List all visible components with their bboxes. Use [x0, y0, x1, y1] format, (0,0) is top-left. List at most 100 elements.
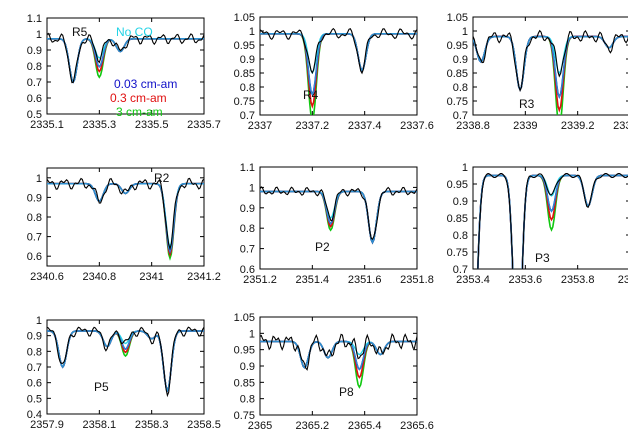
y-tick-label: 0.7	[27, 232, 42, 244]
series-0-3-cm-am-line	[473, 35, 628, 113]
x-tick-label: 2365.6	[400, 420, 434, 432]
y-tick-label: 0.9	[453, 54, 468, 66]
plot-frame	[259, 166, 418, 270]
y-tick-label: 0.8	[240, 394, 255, 406]
series-0-03-cm-am-line	[477, 174, 628, 269]
x-tick-label: 2339.4	[613, 120, 628, 132]
x-tick-label: 2341	[139, 271, 163, 283]
y-tick-label: 0.8	[27, 346, 42, 358]
observed-line	[473, 29, 628, 92]
y-tick-label: 0.9	[240, 203, 255, 215]
series-0-3-cm-am-line	[477, 174, 628, 269]
series-3-cm-am-line	[477, 174, 628, 269]
plot-area	[260, 333, 417, 389]
plot-frame	[46, 167, 205, 267]
series-3-cm-am-line	[473, 35, 628, 115]
model-line	[260, 33, 417, 97]
x-tick-label: 2358.1	[83, 419, 117, 431]
panel-label: R4	[303, 88, 319, 102]
y-tick-label: 0.9	[27, 45, 42, 57]
y-tick-label: 0.9	[27, 192, 42, 204]
y-tick-label: 0.9	[240, 54, 255, 66]
legend: No CO 0.03 cm-am0.3 cm-am3 cm-am	[110, 25, 177, 119]
x-tick-label: 2358.3	[135, 419, 169, 431]
legend-entry: 0.3 cm-am	[110, 91, 167, 105]
x-tick-label: 2354	[618, 274, 628, 286]
panel-r3: 2338.8 2339 2339.2 2339.4 0.7 0.75 0.8 0.85 0.9 0…	[447, 12, 628, 132]
y-tick-label: 1	[36, 315, 42, 327]
y-tick-label: 0.95	[234, 345, 255, 357]
panels-group: 2335.1 2335.3 2335.5 2335.7 0.5 0.6 0.7 0.8 0.9 1…	[27, 12, 628, 432]
y-tick-label: 0.8	[27, 61, 42, 73]
plot-area	[47, 326, 204, 398]
y-tick-label: 0.85	[447, 213, 468, 225]
y-tick-label: 0.85	[447, 68, 468, 80]
y-tick-label: 0.8	[240, 82, 255, 94]
y-tick-label: 0.8	[453, 230, 468, 242]
plot-frame	[259, 16, 418, 116]
y-tick-label: 0.75	[447, 96, 468, 108]
x-tick-label: 2339.2	[561, 120, 595, 132]
y-tick-label: 0.95	[447, 179, 468, 191]
panel-r5: 2335.1 2335.3 2335.5 2335.7 0.5 0.6 0.7 0.8 0.9 1…	[27, 13, 221, 131]
series-3-cm-am-line	[47, 182, 204, 261]
observed-line	[260, 333, 417, 371]
plot-area	[260, 186, 417, 245]
panel-label: R5	[72, 25, 88, 39]
legend-entry: 3 cm-am	[116, 105, 163, 119]
x-tick-label: 2358.5	[187, 419, 221, 431]
model-line	[477, 174, 628, 269]
panel-r2: 2340.6 2340.8 2341 2341.2 0.6 0.7 0.8 0.9 1 R2	[27, 167, 221, 283]
x-tick-label: 2365.2	[296, 420, 330, 432]
x-tick-label: 2357.9	[30, 419, 64, 431]
panel-r4: 2337 2337.2 2337.4 2337.6 0.7 0.75 0.8 0.85 0.9 0…	[234, 12, 434, 132]
panel-p3: 2353.4 2353.6 2353.8 2354 0.7 0.75 0.8 0.85 0.9 0…	[447, 162, 628, 286]
observed-line	[47, 32, 204, 84]
series-0-03-cm-am-line	[260, 33, 417, 97]
x-tick-label: 2365	[248, 420, 272, 432]
panel-label: P8	[339, 385, 354, 399]
y-tick-label: 0.8	[27, 212, 42, 224]
y-tick-label: 0.7	[240, 244, 255, 256]
y-tick-label: 0.9	[453, 196, 468, 208]
x-tick-label: 2351.2	[243, 274, 277, 286]
series-3-cm-am-line	[260, 190, 417, 245]
series-no-co-line	[477, 174, 628, 269]
x-tick-label: 2340.6	[30, 271, 64, 283]
series-3-cm-am-line	[260, 340, 417, 389]
observed-line	[260, 27, 417, 75]
y-tick-label: 0.95	[234, 40, 255, 52]
x-tick-label: 2335.1	[30, 119, 64, 131]
y-tick-label: 0.85	[234, 377, 255, 389]
y-tick-label: 0.6	[27, 251, 42, 263]
y-tick-label: 0.7	[27, 362, 42, 374]
x-tick-label: 2335.5	[135, 119, 169, 131]
observed-line	[47, 326, 204, 398]
plot-area	[47, 32, 204, 84]
x-tick-label: 2353.4	[456, 274, 490, 286]
plot-area	[260, 27, 417, 115]
x-tick-label: 2337.6	[400, 120, 434, 132]
x-tick-label: 2351.6	[348, 274, 382, 286]
x-tick-label: 2353.8	[561, 274, 595, 286]
x-tick-label: 2351.8	[400, 274, 434, 286]
x-tick-label: 2335.3	[83, 119, 117, 131]
y-tick-label: 1.1	[240, 162, 255, 174]
y-tick-label: 0.6	[27, 378, 42, 390]
y-tick-label: 0.75	[234, 96, 255, 108]
panel-p8: 2365 2365.2 2365.4 2365.6 0.75 0.8 0.85 0.9 0.95…	[234, 312, 434, 432]
y-tick-label: 0.9	[240, 361, 255, 373]
x-tick-label: 2353.6	[509, 274, 543, 286]
plot-area	[477, 172, 628, 269]
y-tick-label: 1	[249, 26, 255, 38]
y-tick-label: 1.1	[27, 13, 42, 25]
x-tick-label: 2335.7	[187, 119, 221, 131]
x-tick-label: 2341.2	[187, 271, 221, 283]
x-tick-label: 2339	[513, 120, 537, 132]
plot-frame	[472, 16, 628, 116]
panel-label: P3	[535, 251, 550, 265]
x-tick-label: 2351.4	[296, 274, 330, 286]
y-tick-label: 0.8	[240, 223, 255, 235]
y-tick-label: 0.7	[240, 110, 255, 122]
series-no-co-line	[260, 33, 417, 75]
